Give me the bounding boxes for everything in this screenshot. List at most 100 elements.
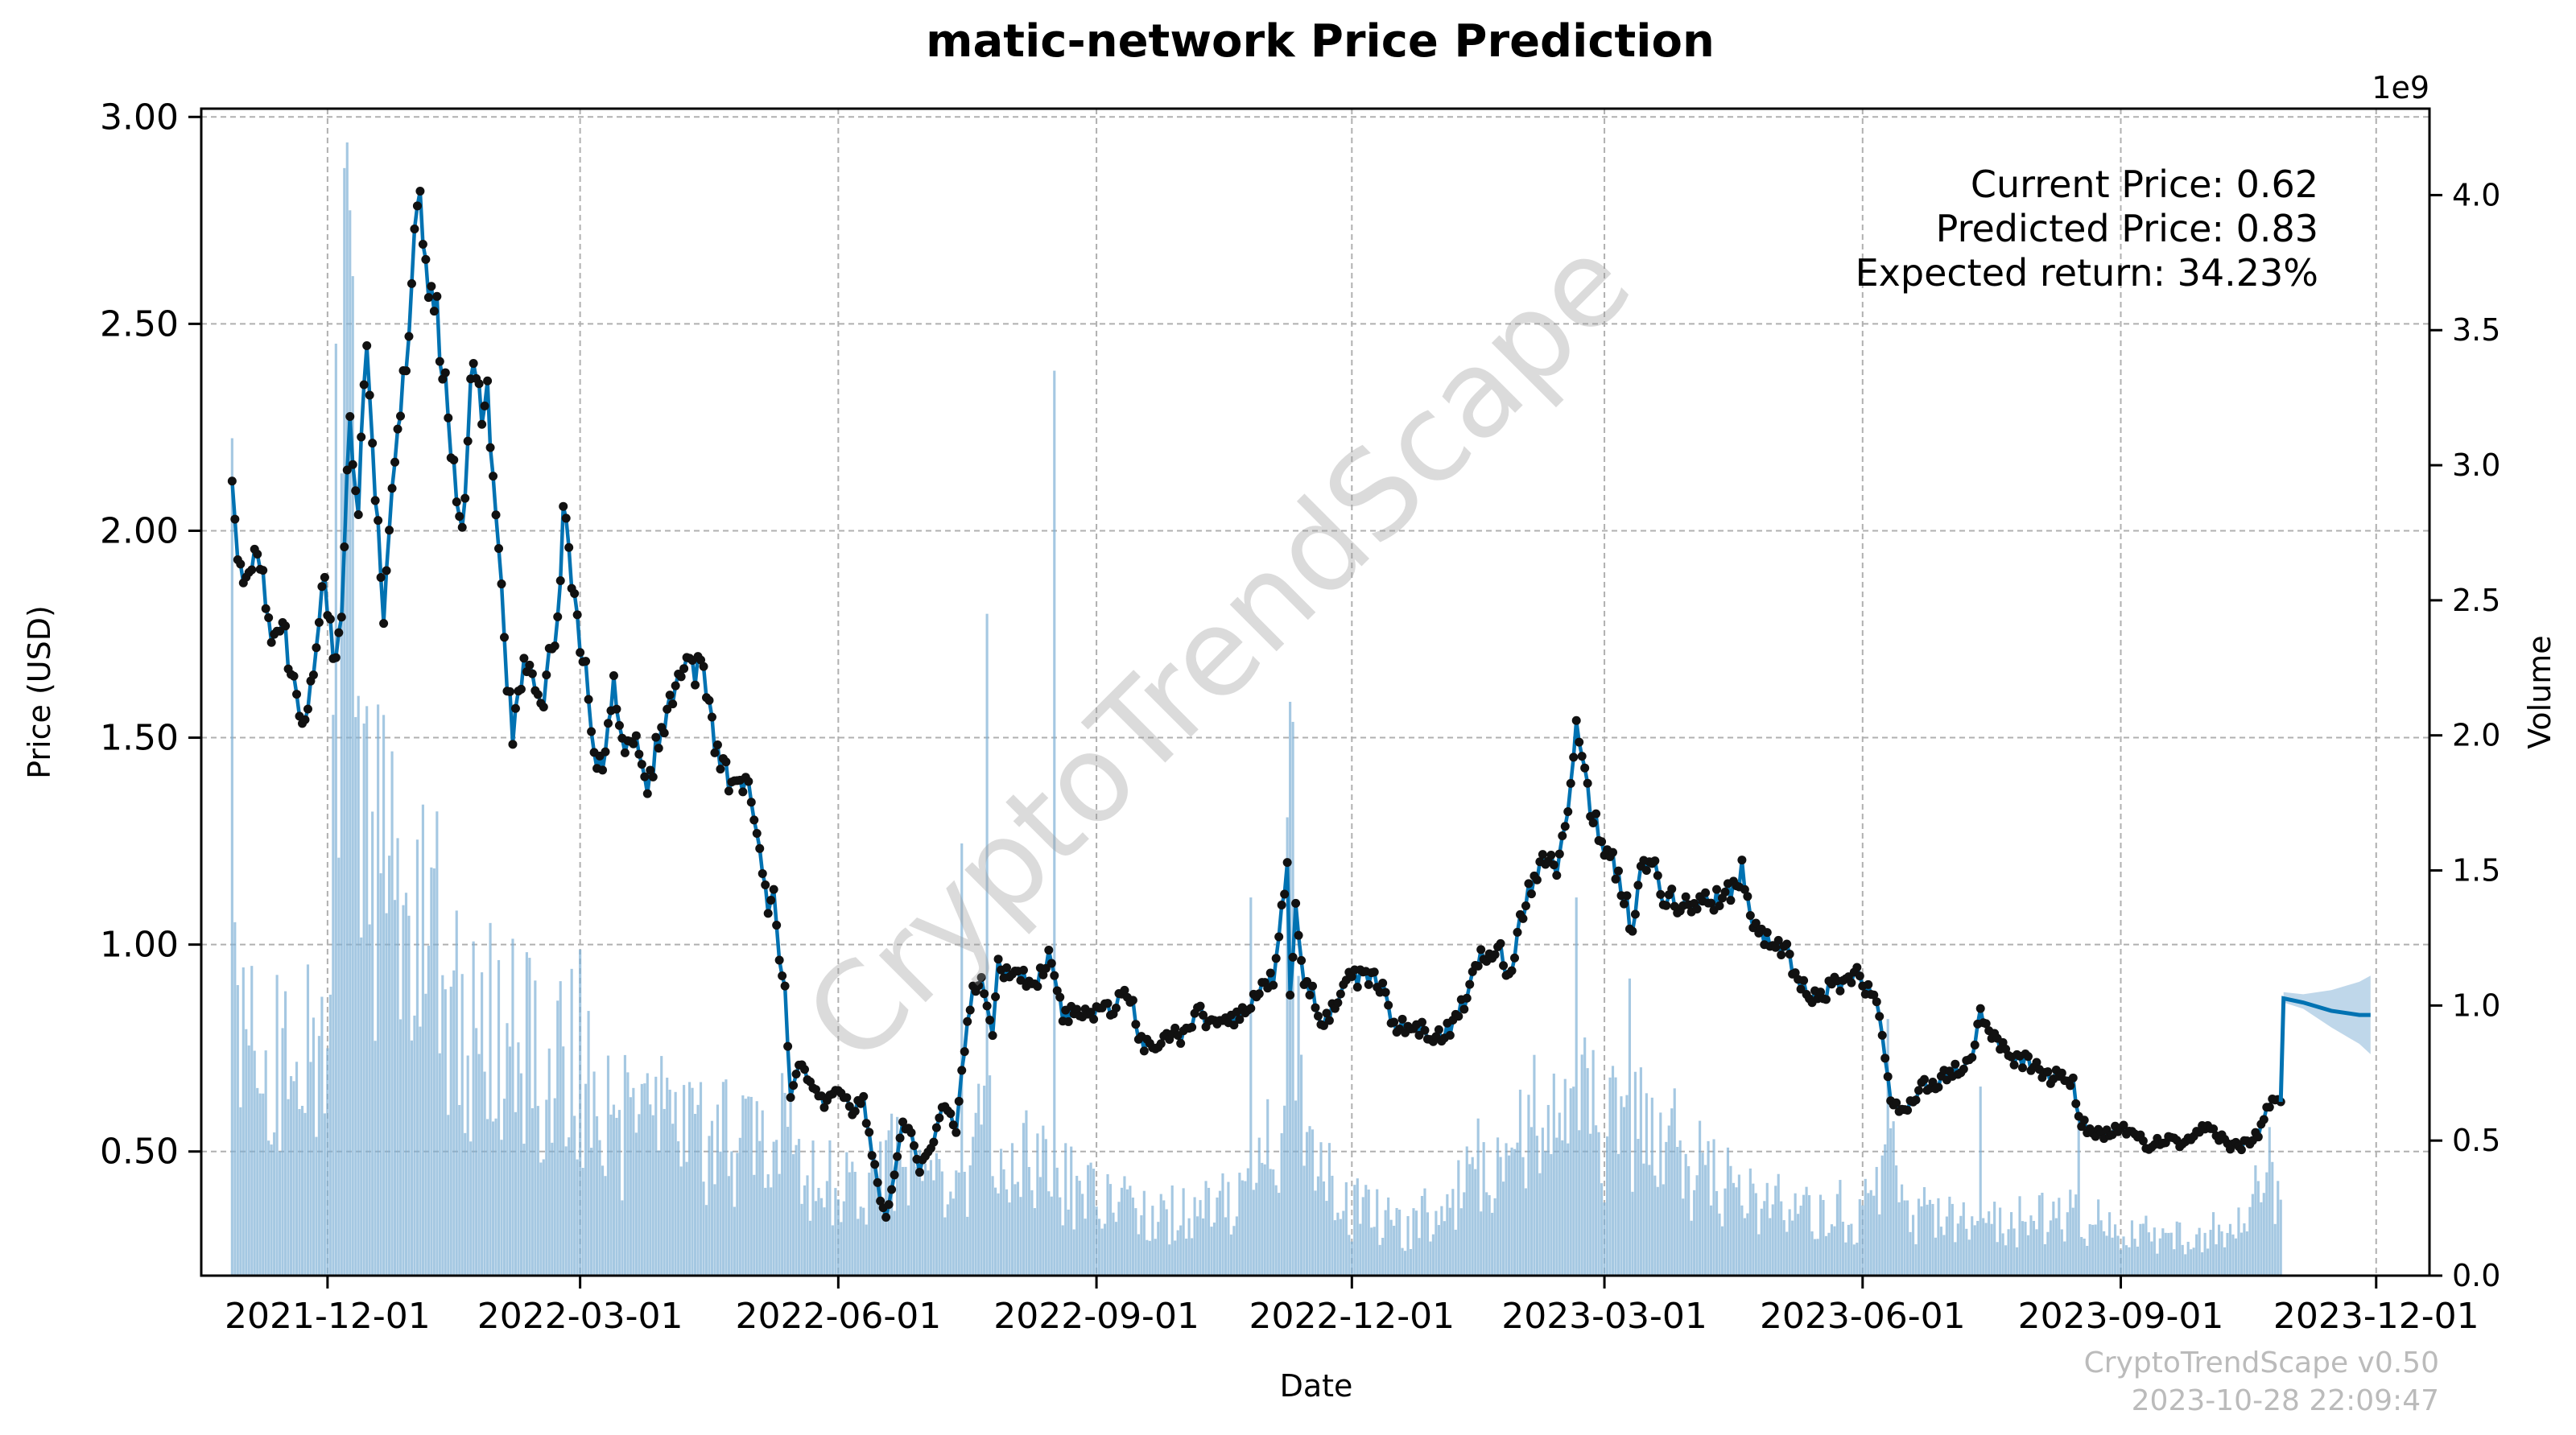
volume-bar <box>730 1151 733 1276</box>
price-point <box>469 359 478 369</box>
volume-bar <box>1418 1238 1421 1276</box>
volume-bar <box>556 1000 559 1276</box>
price-point <box>876 1196 886 1206</box>
price-point <box>1521 901 1530 911</box>
price-point <box>1790 968 1800 978</box>
price-point <box>449 455 459 464</box>
volume-bar <box>738 1137 741 1276</box>
price-point <box>390 457 400 467</box>
volume-bar <box>326 1048 329 1276</box>
price-point <box>365 390 374 400</box>
volume-bar <box>1934 1237 1938 1276</box>
price-point <box>893 1152 902 1161</box>
price-point <box>716 765 725 774</box>
volume-bar <box>1389 1219 1393 1276</box>
price-point <box>1951 1059 1960 1069</box>
price-point <box>1707 898 1716 908</box>
volume-bar <box>1123 1176 1126 1276</box>
price-point <box>1771 942 1781 952</box>
volume-bar <box>834 1188 837 1276</box>
volume-bar <box>1575 897 1578 1276</box>
volume-bar <box>1620 1096 1623 1276</box>
volume-bar <box>674 1091 677 1276</box>
price-point <box>1364 979 1373 989</box>
volume-bar <box>1387 1197 1390 1276</box>
price-point <box>2009 1060 2019 1070</box>
volume-bar <box>1027 1167 1030 1276</box>
price-point <box>1630 909 1640 919</box>
volume-bar <box>421 804 424 1276</box>
price-point <box>303 704 312 714</box>
price-point <box>724 786 733 796</box>
volume-bar <box>475 1028 478 1276</box>
y-axis-ticks: 0.50 1.00 1.50 2.00 2.50 3.00 <box>100 97 201 1173</box>
volume-bar <box>741 1095 745 1276</box>
price-point <box>1044 946 1054 955</box>
y2-tick-label: 1.5 <box>2452 853 2500 889</box>
price-point <box>1465 979 1475 989</box>
volume-bar <box>1928 1199 1932 1276</box>
volume-bar <box>1895 1165 1898 1276</box>
volume-bar <box>1191 1238 1194 1276</box>
volume-bar <box>1939 1227 1942 1276</box>
volume-bar <box>587 1011 590 1276</box>
volume-bar <box>1914 1243 1918 1276</box>
volume-bar <box>264 1050 267 1276</box>
price-point <box>308 670 318 680</box>
price-point <box>362 340 372 350</box>
volume-bar <box>1300 1054 1303 1276</box>
price-point <box>786 1093 795 1103</box>
price-point <box>1869 990 1879 1000</box>
price-point <box>1701 888 1711 897</box>
volume-bar <box>2105 1235 2108 1276</box>
price-point <box>314 617 324 627</box>
volume-bar <box>1743 1218 1746 1276</box>
price-point <box>1128 996 1137 1005</box>
price-point <box>1103 999 1113 1008</box>
volume-bar <box>1182 1188 1185 1276</box>
volume-bar <box>236 985 239 1276</box>
volume-bar <box>716 1104 720 1276</box>
volume-bar <box>997 1193 1000 1276</box>
price-point <box>712 740 722 749</box>
volume-bar <box>332 715 335 1276</box>
price-point <box>648 772 658 781</box>
price-point <box>850 1107 860 1116</box>
volume-bar <box>483 1071 486 1276</box>
price-point <box>1454 1012 1463 1021</box>
volume-bar <box>1777 1173 1780 1276</box>
price-point <box>376 573 386 583</box>
volume-bar <box>1527 1095 1530 1276</box>
price-point <box>1566 778 1575 788</box>
volume-bar <box>374 1041 377 1276</box>
volume-bar <box>334 344 337 1276</box>
volume-bar <box>559 981 562 1276</box>
volume-bar <box>1067 1209 1070 1276</box>
price-point <box>954 1096 964 1106</box>
price-point <box>359 380 369 390</box>
price-point <box>1883 1072 1893 1082</box>
volume-bar <box>1412 1208 1415 1276</box>
price-point <box>1720 887 1730 897</box>
volume-bar <box>2111 1237 2114 1276</box>
volume-bar <box>806 1175 809 1276</box>
price-point <box>396 411 406 421</box>
price-point <box>281 621 291 631</box>
volume-bar <box>432 868 436 1276</box>
volume-bar <box>1061 1225 1064 1276</box>
price-point <box>1597 837 1607 847</box>
price-point <box>527 669 537 678</box>
volume-bar <box>1844 1242 1847 1276</box>
volume-bar <box>354 716 357 1276</box>
price-point <box>1507 966 1517 975</box>
volume-bar <box>1892 1121 1895 1276</box>
volume-bar <box>2217 1224 2221 1276</box>
x-tick-label: 2023-03-01 <box>1501 1296 1707 1337</box>
volume-bar <box>2013 1228 2016 1276</box>
volume-bar <box>1013 1184 1017 1276</box>
price-point <box>1928 1077 1938 1087</box>
volume-bar <box>514 1111 518 1276</box>
volume-bar <box>427 946 430 1276</box>
price-point <box>780 981 790 991</box>
y2-tick-label: 0.0 <box>2452 1258 2500 1293</box>
